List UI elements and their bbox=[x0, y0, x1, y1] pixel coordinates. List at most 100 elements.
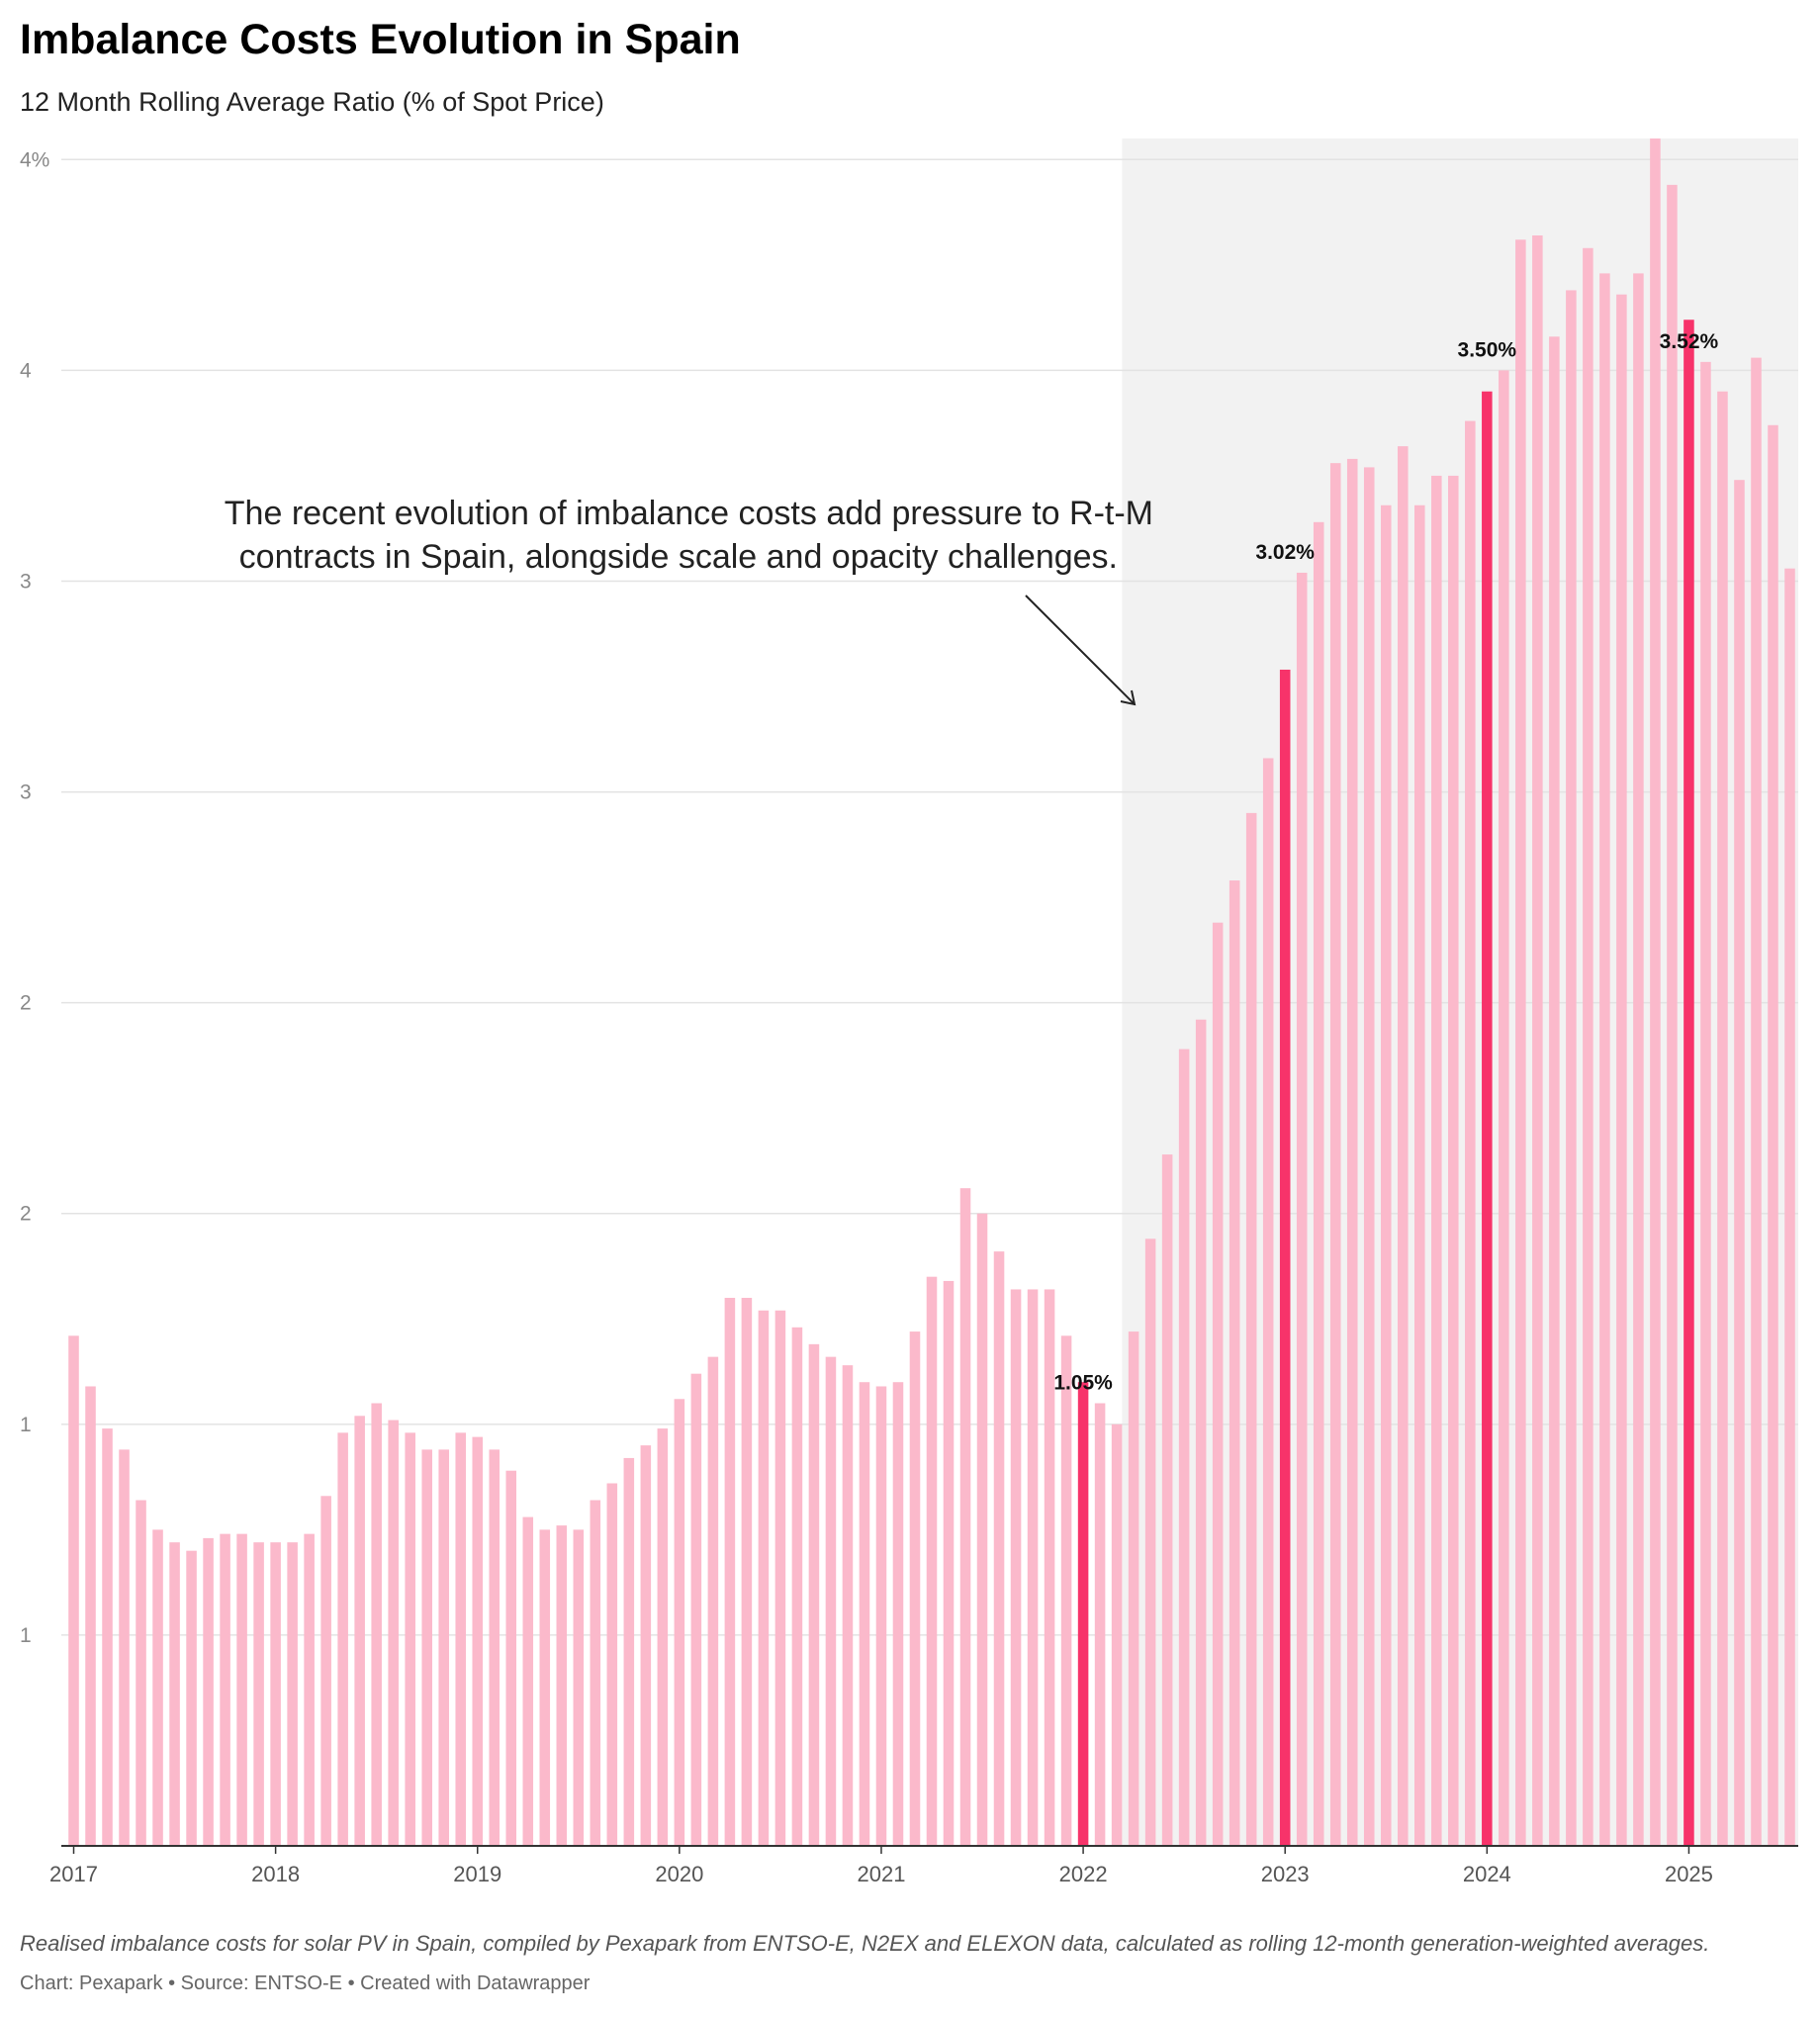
bars-layer bbox=[68, 138, 1795, 1847]
x-tick-label: 2023 bbox=[1261, 1862, 1310, 1886]
bar bbox=[505, 1470, 517, 1846]
bar bbox=[791, 1327, 803, 1846]
bar bbox=[1329, 463, 1341, 1846]
bar bbox=[1262, 758, 1274, 1846]
bar bbox=[287, 1542, 298, 1846]
bar bbox=[1060, 1335, 1072, 1846]
bar-highlight bbox=[1482, 391, 1493, 1846]
bar bbox=[623, 1457, 635, 1846]
bar bbox=[1633, 273, 1644, 1847]
bar-value-label: 3.02% bbox=[1255, 541, 1315, 564]
bar bbox=[371, 1403, 382, 1846]
bar bbox=[657, 1428, 669, 1846]
bar bbox=[1734, 480, 1745, 1847]
bar-chart: 1 1 2 2 3 3 4 4% 1.05% 3.02% 3.50% 3.52% 2017 2018 201… bbox=[20, 138, 1798, 1886]
bar bbox=[808, 1343, 820, 1846]
x-tick-label: 2025 bbox=[1665, 1862, 1713, 1886]
bar bbox=[1228, 880, 1240, 1846]
footer-note: Realised imbalance costs for solar PV in… bbox=[20, 1931, 1710, 1956]
bar bbox=[590, 1500, 601, 1846]
x-tick-label: 2017 bbox=[49, 1862, 98, 1886]
bar bbox=[119, 1449, 130, 1846]
bar bbox=[926, 1276, 938, 1846]
bar bbox=[993, 1251, 1005, 1846]
bar bbox=[1027, 1289, 1039, 1846]
bar bbox=[573, 1529, 585, 1846]
chart-subtitle: 12 Month Rolling Average Ratio (% of Spo… bbox=[20, 87, 604, 117]
bar bbox=[421, 1449, 432, 1846]
y-tick-label: 2 bbox=[20, 992, 32, 1015]
bar bbox=[220, 1533, 230, 1846]
bar bbox=[337, 1432, 348, 1846]
x-tick-label: 2022 bbox=[1059, 1862, 1108, 1886]
bar bbox=[1044, 1289, 1055, 1846]
bar bbox=[320, 1496, 331, 1846]
bar bbox=[1397, 446, 1409, 1846]
bar bbox=[203, 1537, 214, 1846]
bar bbox=[1599, 273, 1610, 1847]
bar bbox=[1380, 504, 1392, 1846]
x-tick-label: 2018 bbox=[251, 1862, 300, 1886]
bar bbox=[1616, 294, 1627, 1846]
bar bbox=[1212, 922, 1224, 1846]
bar bbox=[825, 1356, 837, 1846]
x-tick-label: 2020 bbox=[655, 1862, 703, 1886]
bar bbox=[707, 1356, 719, 1846]
bar bbox=[68, 1335, 79, 1846]
axis-layer bbox=[61, 1845, 1798, 1854]
y-tick-label: 3 bbox=[20, 570, 32, 593]
bar bbox=[253, 1542, 264, 1846]
shaded-period-layer bbox=[1122, 138, 1798, 1846]
bar bbox=[1313, 521, 1324, 1846]
annotation-line-2: contracts in Spain, alongside scale and … bbox=[239, 538, 1118, 576]
chart-title: Imbalance Costs Evolution in Spain bbox=[20, 16, 741, 63]
footer-credit: Chart: Pexapark • Source: ENTSO-E • Crea… bbox=[20, 1972, 591, 1994]
bar bbox=[959, 1188, 971, 1846]
bar bbox=[539, 1529, 551, 1846]
bar bbox=[1700, 361, 1711, 1846]
bar bbox=[1549, 336, 1560, 1846]
bar-value-label: 3.52% bbox=[1660, 330, 1719, 353]
bar bbox=[1667, 184, 1678, 1846]
bar bbox=[1363, 467, 1375, 1847]
bar-value-label: 3.50% bbox=[1458, 338, 1517, 361]
bar bbox=[489, 1449, 500, 1846]
bar bbox=[1566, 290, 1577, 1846]
bar bbox=[472, 1436, 484, 1846]
x-tick-label: 2019 bbox=[453, 1862, 501, 1886]
bar bbox=[438, 1449, 449, 1846]
bar bbox=[1296, 572, 1308, 1846]
bar-highlight bbox=[1077, 1382, 1089, 1846]
bar bbox=[1010, 1289, 1022, 1846]
annotation-layer: The recent evolution of imbalance costs … bbox=[225, 495, 1153, 706]
bar bbox=[85, 1386, 96, 1846]
annotation-arrow-line bbox=[1025, 595, 1136, 705]
bar bbox=[1094, 1403, 1106, 1846]
bar bbox=[1532, 235, 1543, 1846]
bar bbox=[859, 1382, 870, 1846]
bar bbox=[1583, 247, 1593, 1846]
bar bbox=[842, 1365, 854, 1846]
y-tick-label: 1 bbox=[20, 1414, 32, 1436]
bar bbox=[606, 1483, 618, 1846]
bar bbox=[1346, 458, 1358, 1846]
bar bbox=[1717, 391, 1728, 1846]
bar bbox=[236, 1533, 247, 1846]
bar bbox=[186, 1550, 197, 1846]
bar bbox=[1768, 424, 1778, 1847]
annotation-line-1: The recent evolution of imbalance costs … bbox=[225, 495, 1153, 532]
bar bbox=[388, 1420, 399, 1846]
bar bbox=[152, 1529, 163, 1846]
x-tick-label: 2021 bbox=[857, 1862, 905, 1886]
bar bbox=[1178, 1049, 1190, 1846]
shaded-period bbox=[1122, 138, 1798, 1846]
bar bbox=[1465, 420, 1476, 1847]
bar bbox=[1161, 1154, 1173, 1846]
bar bbox=[1431, 475, 1442, 1847]
bar-highlight bbox=[1279, 669, 1291, 1846]
x-tick-label: 2024 bbox=[1463, 1862, 1511, 1886]
bar bbox=[1650, 138, 1661, 1846]
y-tick-label: 4% bbox=[20, 148, 49, 171]
y-tick-label: 3 bbox=[20, 781, 32, 804]
bar bbox=[102, 1428, 113, 1846]
